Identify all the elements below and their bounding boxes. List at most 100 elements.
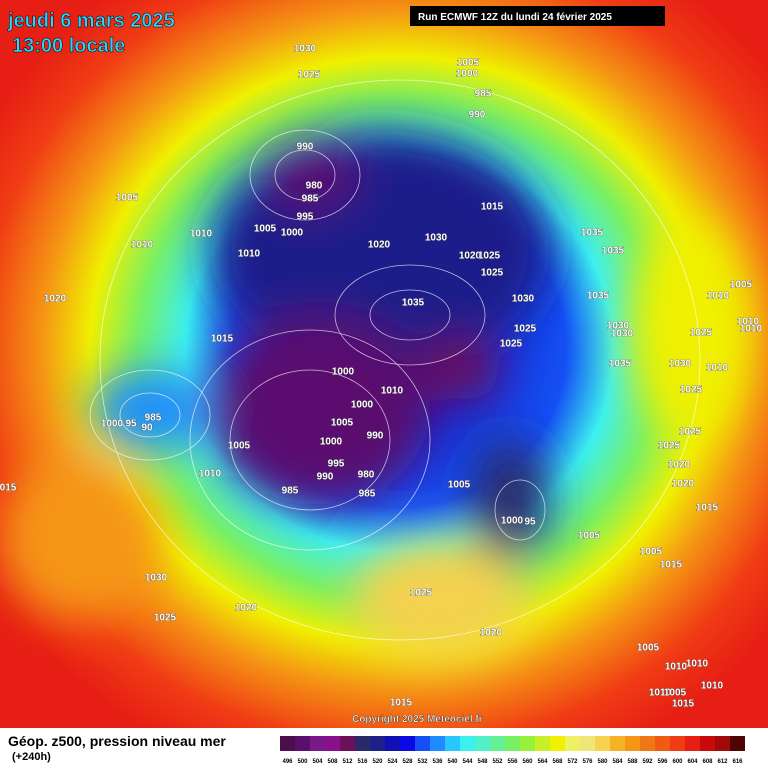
isobar-label: 1015 [481,202,504,213]
colorbar-label: 536 [432,759,443,765]
colorbar-label: 560 [522,759,533,765]
colorbar-swatch [460,736,475,751]
colorbar-label: 564 [537,759,548,765]
isobar-label: 1010 [706,363,729,374]
colorbar-swatch [280,736,295,751]
isobar-label: 1020 [459,251,482,262]
isobar-label: 985 [475,89,492,100]
isobar-label: 980 [358,470,375,481]
legend-title: Géop. z500, pression niveau mer [8,733,226,749]
colorbar-swatch [670,736,685,751]
isobar-label: 985 [145,413,162,424]
colorbar-swatch [625,736,640,751]
isobar-label: 1000 [320,437,343,448]
date: jeudi 6 mars 2025 [7,10,175,32]
colorbar-swatch [640,736,655,751]
colorbar-label: 504 [312,759,323,765]
isobar-label: 1035 [581,228,604,239]
colorbar-swatch [340,736,355,751]
isobar-label: 1020 [668,460,691,471]
isobar-label: 1010 [649,688,672,699]
colorbar-label: 520 [372,759,383,765]
isobar-label: 1015 [660,560,683,571]
colorbar-label: 568 [552,759,563,765]
height-blobs [0,130,750,660]
isobar-label: 1000 [456,69,479,80]
colorbar-swatch [490,736,505,751]
isobar-label: 1035 [609,359,632,370]
colorbar-swatch [445,736,460,751]
colorbar-swatch [415,736,430,751]
colorbar-label: 524 [387,759,398,765]
isobar-label: 1005 [448,480,471,491]
colorbar: 496 500 504 508 512 516 520 524 528 532 536 540 544 5… [280,736,745,765]
colorbar-label: 600 [672,759,683,765]
colorbar-label: 552 [492,759,503,765]
colorbar-swatch [535,736,550,751]
colorbar-label: 608 [702,759,713,765]
colorbar-label: 616 [732,759,743,765]
colorbar-swatch [370,736,385,751]
colorbar-label: 580 [597,759,608,765]
isobar-label: 1025 [500,339,523,350]
isobar-label: 1030 [611,329,634,340]
isobar-label: 1000 [501,516,524,527]
isobar-label: 1030 [512,294,535,305]
run-box [410,6,665,26]
colorbar-swatch [295,736,310,751]
isobar-label: 1005 [640,547,663,558]
colorbar-swatch [610,736,625,751]
isobar-label: 1000 [351,400,374,411]
isobar-label: 1010 [707,291,730,302]
isobars [89,79,701,641]
colorbar-label: 596 [657,759,668,765]
colorbar-swatch [655,736,670,751]
colorbar-swatch [565,736,580,751]
colorbar-label: 588 [627,759,638,765]
isobar-label: 1035 [587,291,610,302]
copyright: Copyright 2025 Meteociel.fr [352,714,483,725]
colorbar-label: 544 [462,759,473,765]
colorbar-label: 500 [297,759,308,765]
isobar-label: 1005 [116,193,139,204]
colorbar-swatch [730,736,745,751]
isobar-label: 1030 [294,44,317,55]
isobar-label: 980 [306,181,323,192]
colorbar-swatch [715,736,730,751]
colorbar-label: 548 [477,759,488,765]
isobar-label: 1010 [686,659,709,670]
isobar-label: 1010 [199,469,222,480]
isobar-label: 1025 [154,613,177,624]
colorbar-swatch [700,736,715,751]
isobar-label: 985 [282,486,299,497]
isobar-label: 1005 [228,441,251,452]
isobar-label: 995 [328,459,345,470]
isobar-label: 1030 [669,359,692,370]
colorbar-swatch [475,736,490,751]
colorbar-label: 556 [507,759,518,765]
isobar-label: 1025 [481,268,504,279]
isobar-label: 990 [367,431,384,442]
isobar-label: 1025 [478,251,501,262]
colorbar-swatch [580,736,595,751]
colorbar-label: 528 [402,759,413,765]
isobar-label: 1010 [740,324,763,335]
run: Run ECMWF 12Z du lundi 24 février 2025 [418,12,612,23]
colorbar-swatch [355,736,370,751]
colorbar-label: 496 [282,759,293,765]
colorbar-label: 584 [612,759,623,765]
lead-time: (+240h) [12,751,51,763]
isobar-label: 1025 [298,70,321,81]
isobar-label: 1000 [281,228,304,239]
colorbar-swatch [685,736,700,751]
isobar-label: 990 [469,110,486,121]
isobar-label: 1005 [730,280,753,291]
isobar-label: 015 [0,483,17,494]
colorbar-swatch [505,736,520,751]
isobar-label: 1010 [131,240,154,251]
isobar-label: 1015 [211,334,234,345]
isobar-label: 1020 [672,479,695,490]
isobar-label: 1025 [410,588,433,599]
isobar-label: 1015 [390,698,413,709]
